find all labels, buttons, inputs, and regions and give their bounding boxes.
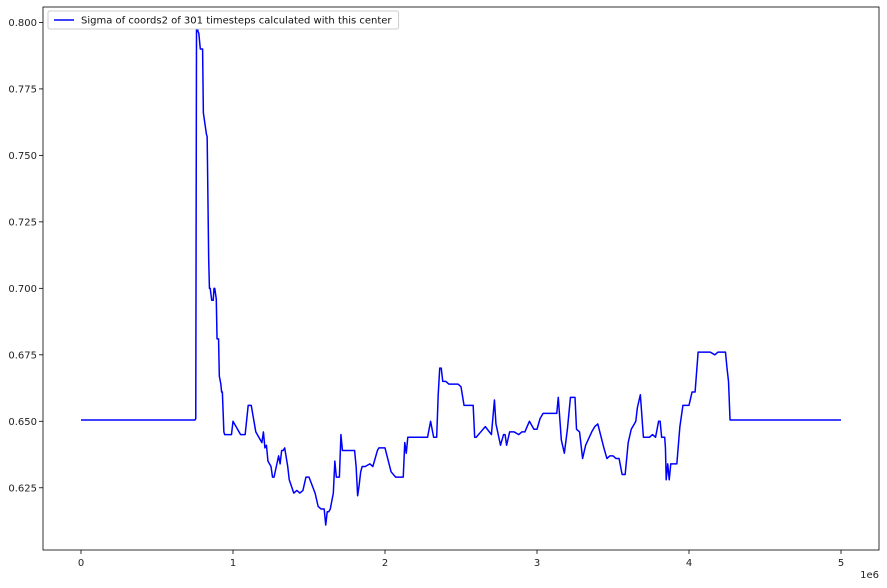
plot-frame	[42, 6, 880, 551]
series-group	[81, 20, 841, 526]
legend-label: Sigma of coords2 of 301 timesteps calcul…	[81, 16, 392, 27]
series-line	[81, 20, 841, 526]
y-tick-label: 0.625	[8, 483, 37, 494]
y-tick-label: 0.750	[8, 151, 37, 162]
legend-box	[47, 10, 400, 30]
x-tick-label: 4	[686, 558, 692, 569]
y-tick-label: 0.700	[8, 284, 37, 295]
x-tick-label: 1	[230, 558, 236, 569]
x-tick-label: 3	[534, 558, 540, 569]
x-offset-label: 1e6	[860, 570, 879, 581]
y-tick-label: 0.675	[8, 350, 37, 361]
x-tick-label: 2	[382, 558, 388, 569]
x-tick-label: 0	[78, 558, 84, 569]
x-tick-label: 5	[838, 558, 844, 569]
y-tick-label: 0.725	[8, 217, 37, 228]
legend: Sigma of coords2 of 301 timesteps calcul…	[47, 10, 400, 30]
y-tick-label: 0.775	[8, 84, 37, 95]
axes: 0 1 2 3 4 5 0.625 0.650 0.675 0.700 0.725 0.750 0.77…	[8, 6, 880, 569]
y-tick-label: 0.650	[8, 417, 37, 428]
y-tick-label: 0.800	[8, 18, 37, 29]
